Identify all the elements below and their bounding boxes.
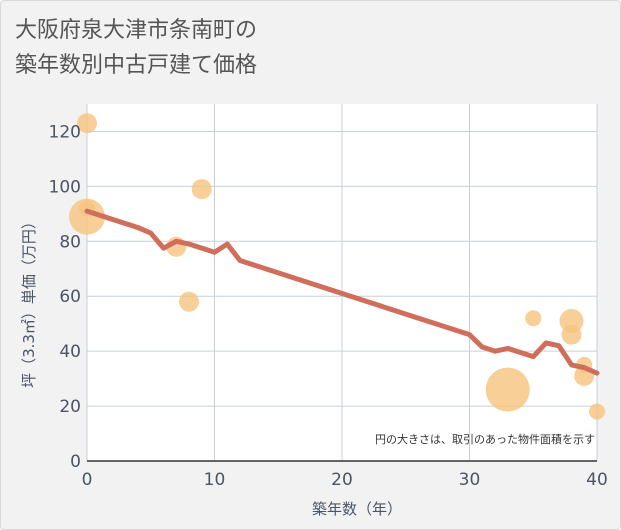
chart-title-line-2: 築年数別中古戸建て価格	[15, 53, 258, 78]
chart-title: 大阪府泉大津市条南町の 築年数別中古戸建て価格	[15, 13, 257, 83]
tick-labels: 0 20 40 60 80 100 120 0 10 20 30 40	[49, 122, 608, 490]
chart-title-line-1: 大阪府泉大津市条南町の	[15, 18, 258, 43]
trend-line	[84, 208, 600, 376]
trend-line-series	[84, 208, 600, 376]
bubble-point	[525, 310, 542, 327]
x-tick-label: 20	[331, 470, 353, 490]
x-tick-label: 10	[204, 470, 226, 490]
bubble-point	[179, 291, 199, 312]
bubble-point	[589, 403, 605, 420]
grid	[86, 104, 598, 461]
y-axis-label: 坪（3.3㎡）単価（万円）	[20, 214, 38, 388]
bubble-point	[77, 113, 97, 134]
y-tick-label: 100	[49, 177, 81, 197]
y-tick-label: 40	[59, 342, 81, 362]
y-tick-label: 60	[59, 287, 81, 307]
x-tick-label: 0	[82, 470, 93, 490]
bubble-point	[561, 324, 582, 345]
y-tick-label: 120	[49, 122, 81, 142]
bubble-point	[191, 179, 212, 200]
x-tick-label: 40	[586, 470, 608, 490]
y-tick-label: 0	[70, 452, 81, 472]
x-axis-label: 築年数（年）	[312, 500, 402, 518]
y-tick-label: 80	[59, 232, 81, 252]
y-tick-label: 20	[59, 397, 81, 417]
x-tick-label: 30	[459, 470, 481, 490]
bubble-point	[69, 198, 105, 235]
bubble-point	[485, 367, 530, 412]
bubble-size-note: 円の大きさは、取引のあった物件面積を示す	[375, 432, 595, 446]
